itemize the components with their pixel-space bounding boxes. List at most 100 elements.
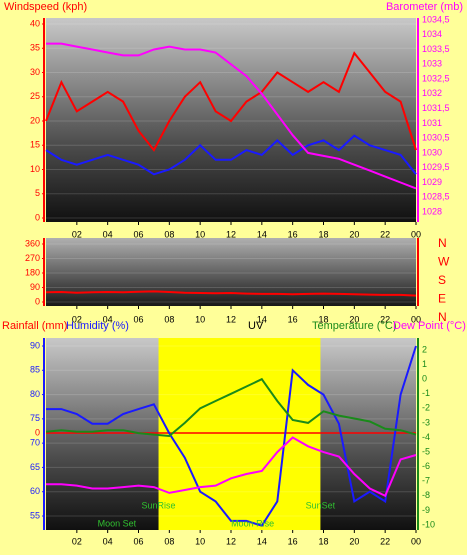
annotation: Moon Rise: [231, 518, 274, 528]
x-tick-label: 14: [257, 536, 267, 546]
x-tick-label: 02: [72, 229, 82, 239]
y-tick-label: 65: [30, 462, 40, 472]
y-tick-label: 35: [30, 43, 40, 53]
plot-background: [46, 238, 416, 306]
x-tick-label: 12: [226, 314, 236, 324]
annotation: Moon Set: [98, 518, 137, 528]
x-tick-label: 20: [349, 229, 359, 239]
y-tick-label: 0: [35, 212, 40, 222]
x-tick-label: 00: [411, 229, 421, 239]
y2-tick-label: N: [438, 236, 447, 250]
series-line: [45, 134, 417, 176]
y2-tick-label: -4: [422, 432, 430, 442]
x-tick-label: 22: [380, 314, 390, 324]
y2-tick-label: 1034,5: [422, 14, 450, 24]
y-tick-label: 15: [30, 140, 40, 150]
x-tick-label: 08: [164, 229, 174, 239]
legend-label: Temperature (°C): [312, 320, 396, 332]
x-tick-label: 16: [288, 536, 298, 546]
y2-tick-label: -1: [422, 388, 430, 398]
y2-tick-label: -7: [422, 476, 430, 486]
x-tick-label: 04: [103, 536, 113, 546]
x-tick-label: 02: [72, 536, 82, 546]
y-tick-label: 90: [30, 282, 40, 292]
y-tick-label: 20: [30, 115, 40, 125]
y2-tick-label: 1029,5: [422, 162, 450, 172]
x-tick-label: 10: [195, 536, 205, 546]
y-tick-label: 30: [30, 67, 40, 77]
y2-tick-label: 1032: [422, 88, 442, 98]
series-line: [45, 290, 417, 297]
rain-label: Rainfall (mm): [2, 320, 67, 332]
y2-axis-title: Barometer (mb): [386, 1, 463, 13]
y-tick-label: 75: [30, 413, 40, 423]
annotation: SunSet: [306, 500, 336, 510]
legend-label: Humidity (%): [66, 320, 129, 332]
y-tick-label: 360: [25, 238, 40, 248]
y-tick-label: 85: [30, 365, 40, 375]
series-line: [46, 345, 417, 527]
x-tick-label: 04: [103, 229, 113, 239]
rain-tick-label: 0: [35, 427, 40, 437]
y2-tick-label: 1030,5: [422, 133, 450, 143]
y-tick-label: 55: [30, 510, 40, 520]
x-tick-label: 06: [133, 314, 143, 324]
charts: 051015202530354010281028,510291029,51030…: [2, 1, 466, 546]
x-tick-label: 04: [103, 314, 113, 324]
uv-label: UV: [248, 320, 264, 332]
x-tick-label: 18: [318, 314, 328, 324]
y2-tick-label: -5: [422, 446, 430, 456]
y-tick-label: 90: [30, 340, 40, 350]
x-tick-label: 18: [318, 229, 328, 239]
y2-tick-label: -8: [422, 490, 430, 500]
y2-tick-label: 2: [422, 344, 427, 354]
y2-tick-label: S: [438, 273, 446, 287]
y-tick-label: 40: [30, 18, 40, 28]
y2-tick-label: 1033: [422, 59, 442, 69]
y2-tick-label: 1: [422, 359, 427, 369]
y2-tick-label: 1034: [422, 29, 442, 39]
y2-tick-label: 1028,5: [422, 192, 450, 202]
daylight: [158, 338, 321, 530]
x-tick-label: 18: [318, 536, 328, 546]
y-tick-label: 270: [25, 253, 40, 263]
y2-tick-label: 1032,5: [422, 73, 450, 83]
legend-label: Dew Point (°C): [393, 320, 466, 332]
y2-tick-label: E: [438, 292, 446, 306]
y-tick-label: 60: [30, 486, 40, 496]
y2-tick-label: 1029: [422, 177, 442, 187]
y-axis-title: Windspeed (kph): [4, 1, 87, 13]
x-tick-label: 02: [72, 314, 82, 324]
series-line: [45, 377, 417, 438]
y-tick-label: 5: [35, 188, 40, 198]
x-tick-label: 06: [133, 536, 143, 546]
y-tick-label: 180: [25, 267, 40, 277]
y2-tick-label: -9: [422, 505, 430, 515]
y2-tick-label: 1031,5: [422, 103, 450, 113]
x-tick-label: 14: [257, 229, 267, 239]
series-line: [46, 42, 417, 190]
x-tick-label: 10: [195, 229, 205, 239]
y-tick-label: 25: [30, 91, 40, 101]
y2-tick-label: -6: [422, 461, 430, 471]
y2-tick-label: W: [438, 255, 450, 269]
x-tick-label: 12: [226, 536, 236, 546]
y2-tick-label: 1030: [422, 147, 442, 157]
y-tick-label: 10: [30, 164, 40, 174]
x-tick-label: 20: [349, 536, 359, 546]
annotation: SunRise: [142, 500, 176, 510]
y2-tick-label: -3: [422, 417, 430, 427]
y2-tick-label: 1031: [422, 118, 442, 128]
x-tick-label: 20: [349, 314, 359, 324]
x-tick-label: 00: [411, 536, 421, 546]
x-tick-label: 14: [257, 314, 267, 324]
series-line: [46, 436, 417, 498]
x-tick-label: 12: [226, 229, 236, 239]
series-line: [45, 51, 417, 152]
x-tick-label: 08: [164, 314, 174, 324]
y2-tick-label: -2: [422, 403, 430, 413]
y-tick-label: 0: [35, 296, 40, 306]
y2-tick-label: 0: [422, 374, 427, 384]
y2-tick-label: 1033,5: [422, 44, 450, 54]
